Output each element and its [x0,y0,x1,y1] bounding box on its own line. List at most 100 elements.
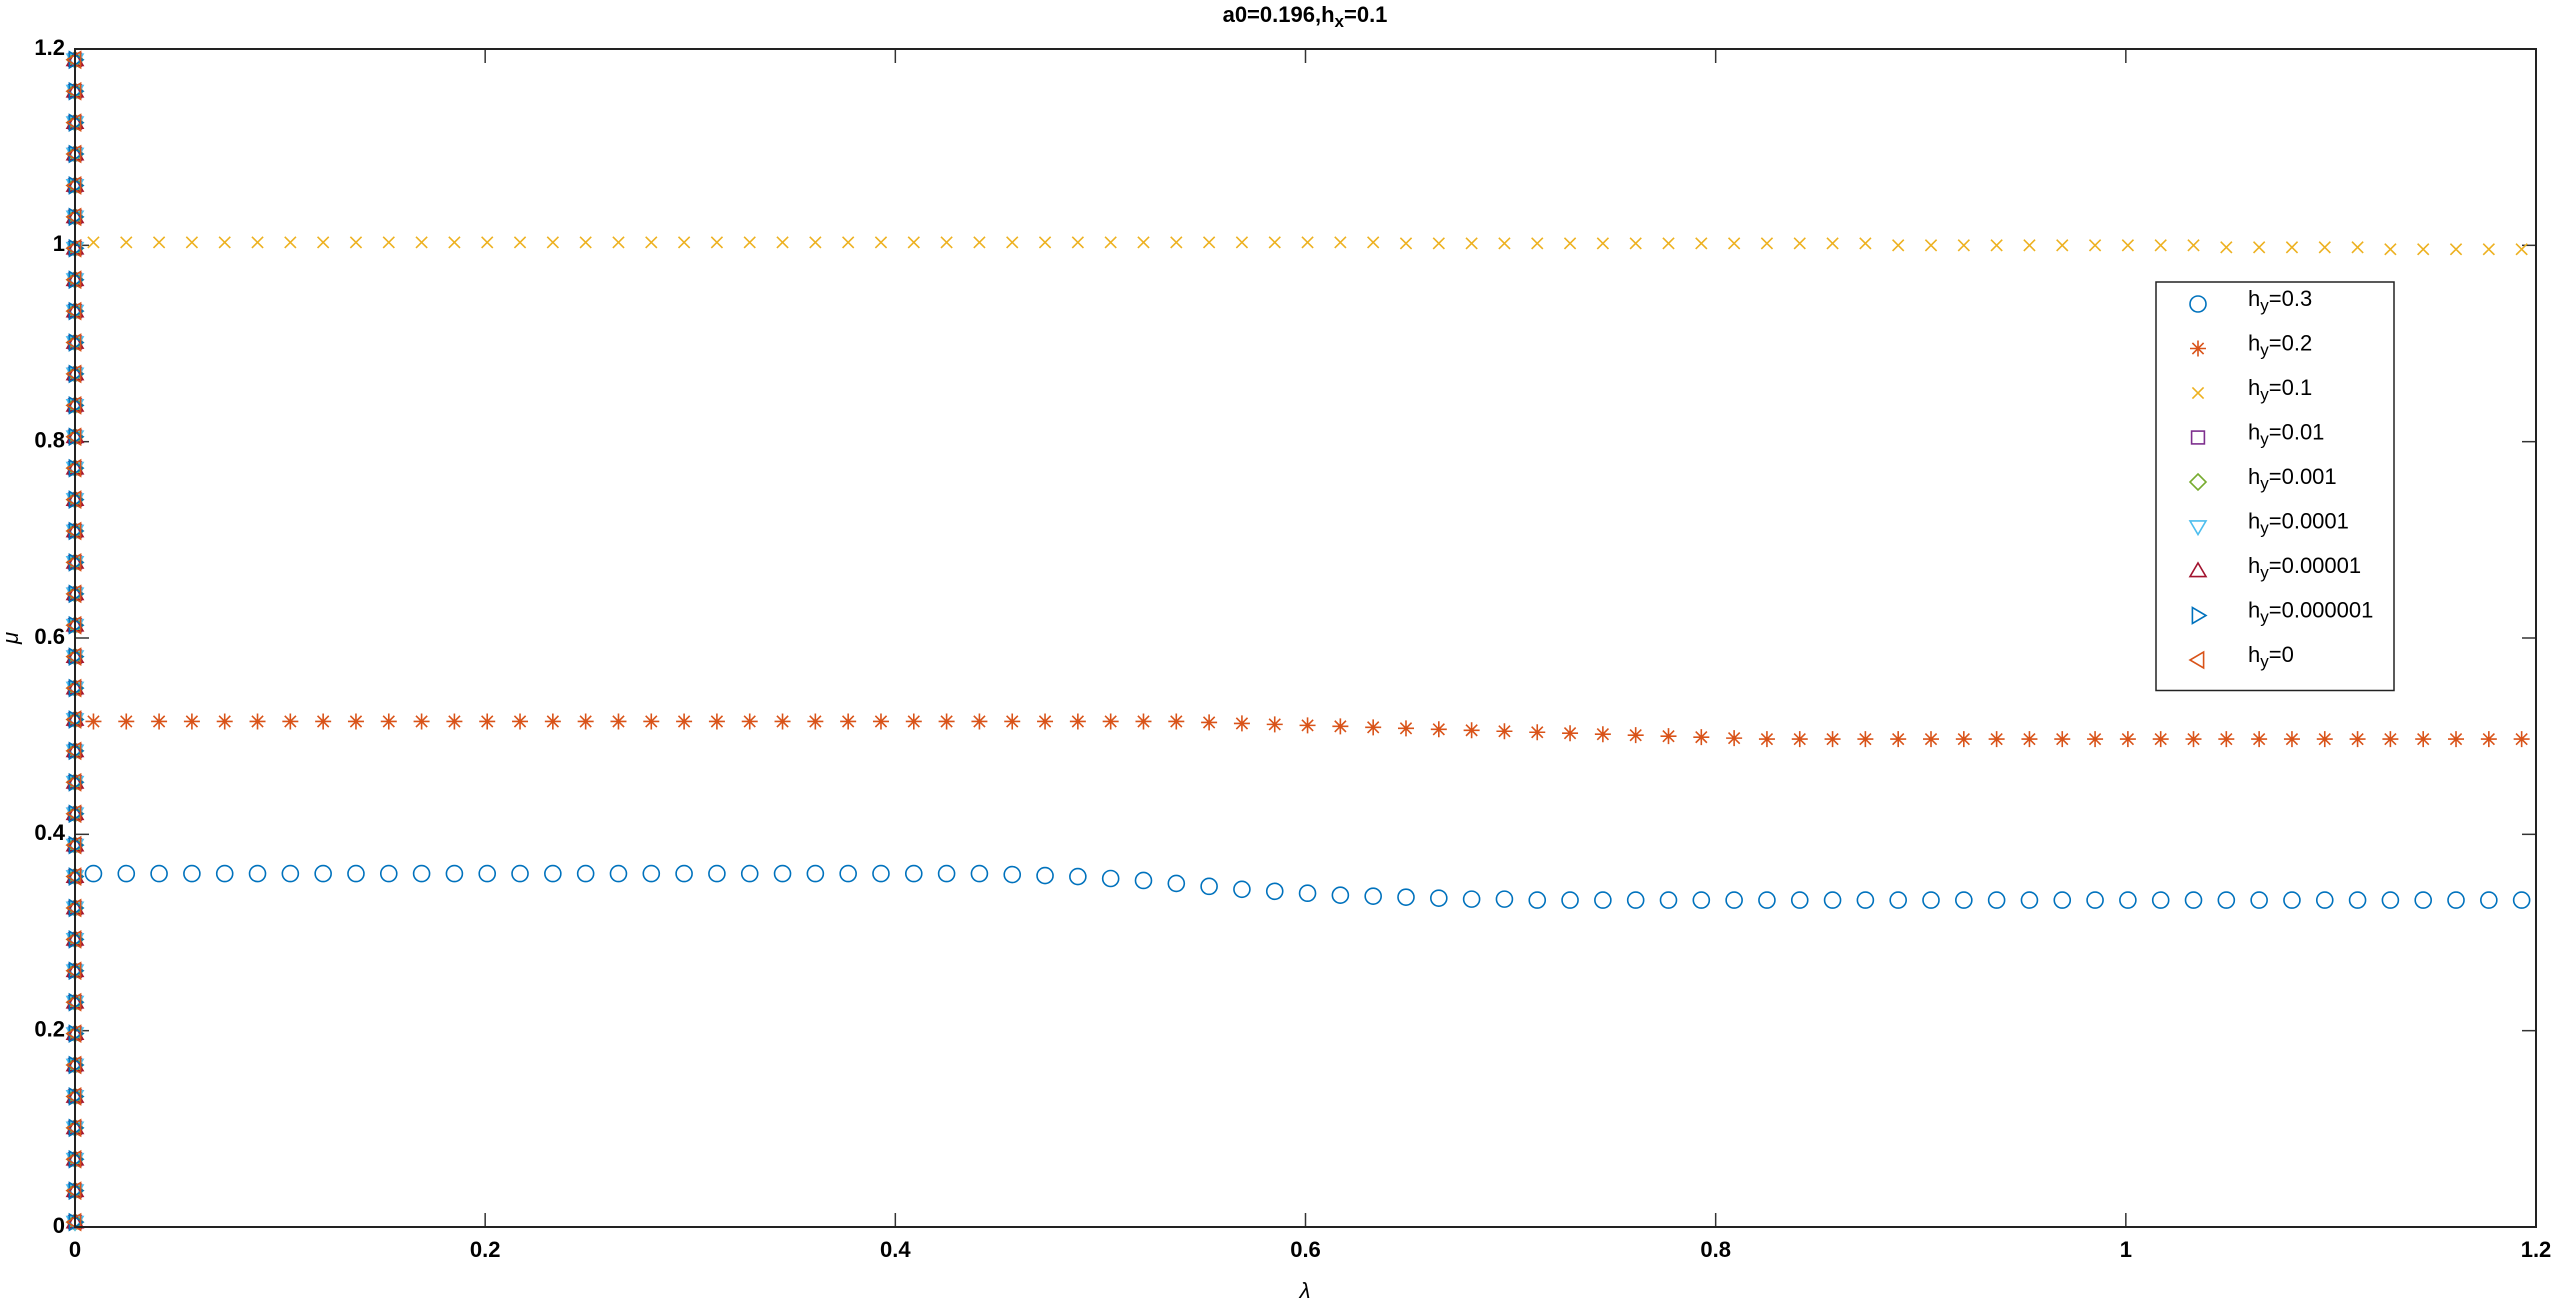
marker [1957,239,1970,252]
marker [120,236,133,249]
marker [806,864,825,883]
marker [382,236,395,249]
marker [151,713,168,730]
marker [710,236,724,249]
marker [65,741,82,761]
marker [841,236,855,249]
marker [1332,718,1349,735]
legend-label: hy=0.0001 [2248,508,2349,538]
marker [1626,891,1645,909]
marker [1137,236,1150,249]
marker [1892,239,1905,252]
marker [65,113,82,133]
marker [249,713,266,730]
marker [907,236,920,249]
marker [1594,891,1612,909]
marker [68,992,85,1012]
marker [1104,236,1117,249]
marker [65,1149,82,1169]
marker [68,1149,85,1169]
marker [1399,237,1413,250]
marker [1758,891,1776,909]
marker [2020,891,2039,909]
marker [68,1181,85,1201]
marker [65,867,82,886]
marker [642,864,661,883]
marker [840,713,857,730]
marker [1397,888,1415,906]
marker [2316,731,2333,748]
marker [1038,236,1052,249]
marker [2480,731,2497,748]
marker [1006,236,1019,249]
marker [2088,239,2102,252]
marker [315,713,332,730]
marker [1922,891,1940,909]
marker [905,713,922,730]
marker [215,864,234,883]
marker [65,490,82,509]
legend-marker [2190,340,2206,357]
marker [68,113,85,133]
marker [68,615,85,635]
marker [1692,891,1711,909]
marker [1660,728,1677,745]
marker [1430,721,1447,738]
marker [741,713,758,730]
marker [1529,724,1546,741]
marker [1823,891,1842,909]
marker [68,458,85,478]
marker [937,864,956,883]
marker [68,395,85,415]
marker [2480,891,2498,909]
marker [1531,237,1544,250]
marker [65,1118,82,1138]
marker [216,713,233,730]
marker [2351,241,2364,254]
marker [68,929,85,949]
marker [445,864,464,883]
marker [68,1055,85,1075]
marker [645,236,658,249]
marker [1036,866,1054,885]
marker [2417,243,2430,256]
marker [1102,713,1119,730]
marker [2285,241,2299,254]
marker [676,713,693,730]
marker [1594,726,1611,743]
marker [677,236,691,249]
marker [743,236,756,249]
marker [1859,237,1872,250]
marker [1987,891,2006,909]
legend-marker [2189,295,2207,313]
x-tick-label: 0.6 [1290,1237,1321,1262]
marker [2515,243,2528,256]
marker [1266,716,1283,733]
legend-label: hy=0.2 [2248,330,2312,360]
marker [2087,731,2104,748]
marker [68,176,85,195]
legend-label: hy=0.000001 [2248,597,2373,627]
marker [65,835,82,855]
x-tick-label: 1 [2120,1237,2132,1262]
legend-marker [2191,386,2205,400]
marker [1693,729,1710,746]
marker [68,301,85,321]
marker [380,713,397,730]
marker [2315,891,2334,909]
marker [2447,891,2465,909]
marker [2054,731,2071,748]
y-tick-label: 0.2 [34,1016,65,1041]
marker [1397,720,1414,737]
marker [1101,869,1120,888]
marker [773,864,792,883]
marker [904,864,923,883]
marker [1430,889,1448,907]
marker [68,678,85,698]
marker [1791,731,1808,748]
marker [1168,713,1185,730]
marker [2185,731,2202,748]
marker [2414,891,2433,909]
marker [1726,730,1743,747]
marker [1233,880,1251,899]
